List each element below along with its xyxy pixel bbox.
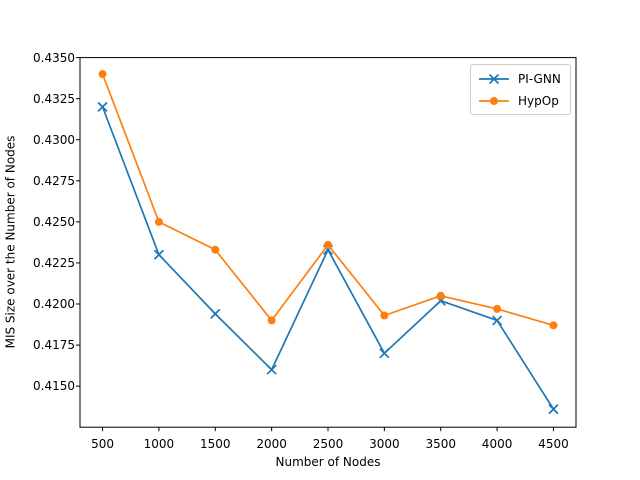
x-tick-label: 3000 [369, 437, 400, 451]
x-tick-label: 500 [91, 437, 114, 451]
legend-item-hypop: HypOp [478, 91, 561, 110]
y-tick-label: 0.4325 [33, 91, 75, 106]
x-tick-label: 4500 [538, 437, 569, 451]
x-tick-label: 2500 [312, 437, 344, 451]
y-tick-label: 0.4175 [33, 338, 75, 353]
y-tick-label: 0.4150 [33, 379, 75, 394]
y-tick-label: 0.4300 [33, 132, 75, 147]
legend: PI-GNN HypOp [470, 64, 571, 115]
y-tick-label: 0.4225 [33, 255, 75, 270]
y-axis-label: MIS Size over the Number of Nodes [3, 135, 18, 349]
hypop-line-marker-icon [479, 96, 509, 105]
legend-label-hypop: HypOp [518, 93, 559, 108]
x-tick-label: 3500 [425, 437, 456, 451]
x-tick-label: 1000 [143, 437, 175, 451]
legend-item-pi-gnn: PI-GNN [478, 69, 561, 88]
x-tick-label: 2000 [256, 437, 287, 451]
y-tick-label: 0.4275 [33, 173, 75, 188]
legend-label-pi-gnn: PI-GNN [518, 71, 561, 86]
x-tick-label: 1500 [199, 437, 231, 451]
x-tick-label: 4000 [481, 437, 513, 451]
y-tick-label: 0.4250 [33, 214, 75, 229]
y-tick-label: 0.4200 [33, 297, 75, 311]
y-tick-label: 0.4350 [33, 50, 75, 65]
x-axis-label: Number of Nodes [275, 455, 381, 469]
pi-gnn-line-marker-icon [479, 73, 509, 84]
